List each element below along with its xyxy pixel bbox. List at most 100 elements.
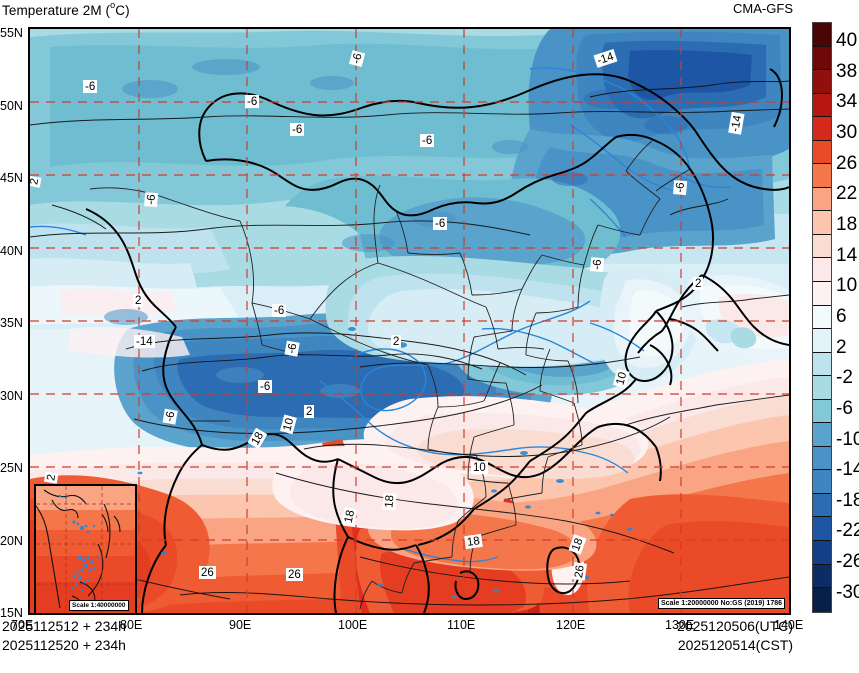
colorbar-segment bbox=[813, 23, 831, 47]
colorbar-segment bbox=[813, 517, 831, 542]
colorbar-segment bbox=[813, 46, 831, 71]
colorbar[interactable] bbox=[812, 22, 832, 613]
contour-label: -6 bbox=[284, 340, 300, 357]
colorbar-tick-label: -14 bbox=[836, 459, 859, 481]
colorbar-tick-label: 26 bbox=[836, 152, 858, 174]
colorbar-tick-label: -10 bbox=[836, 428, 859, 450]
colorbar-segment bbox=[813, 164, 831, 188]
contour-label: 26 bbox=[286, 568, 303, 581]
y-tick-label: 55N bbox=[0, 26, 23, 40]
page-title-unit: C) bbox=[115, 3, 130, 18]
colorbar-tick-label: -2 bbox=[836, 367, 853, 389]
map-canvas bbox=[30, 29, 789, 613]
colorbar-tick-label: 2 bbox=[836, 336, 847, 358]
valid-time-cst-label: 2025120514(CST) bbox=[677, 637, 793, 653]
contour-label: 2 bbox=[133, 294, 144, 307]
contour-label: -6 bbox=[590, 256, 605, 273]
map-plot-area[interactable]: -6 -6 -6 -6 -6 -6 -14 -14 -6 -6 2 -6 2 2 -14 -6 -6 -6 2 -6 1… bbox=[28, 27, 791, 615]
contour-label: -6 bbox=[144, 191, 159, 208]
colorbar-segment bbox=[813, 588, 831, 612]
colorbar-tick-label: 18 bbox=[836, 213, 858, 235]
colorbar-segment bbox=[813, 564, 831, 589]
temperature-field bbox=[30, 29, 789, 613]
colorbar-segment bbox=[813, 117, 831, 141]
contour-label: 10 bbox=[471, 461, 488, 474]
contour-label: -6 bbox=[420, 134, 435, 147]
contour-label: -6 bbox=[245, 95, 260, 108]
x-tick-label: 70E bbox=[11, 618, 34, 632]
colorbar-segment bbox=[813, 70, 831, 94]
colorbar-segment bbox=[813, 93, 831, 118]
colorbar-segment bbox=[813, 258, 831, 283]
colorbar-tick-label: -30 bbox=[836, 581, 859, 603]
x-tick-label: 120E bbox=[556, 618, 586, 632]
contour-label: 26 bbox=[199, 566, 216, 579]
contour-label: -6 bbox=[433, 217, 448, 230]
y-tick-label: 15N bbox=[0, 606, 23, 620]
colorbar-segment bbox=[813, 211, 831, 235]
colorbar-tick-label: -22 bbox=[836, 520, 859, 542]
page-title: Temperature 2M (oC) bbox=[2, 0, 130, 18]
colorbar-segment bbox=[813, 305, 831, 330]
y-tick-label: 20N bbox=[0, 533, 23, 548]
colorbar-tick-label: 38 bbox=[836, 60, 858, 82]
contour-label: 2 bbox=[693, 277, 704, 290]
y-tick-label: 50N bbox=[0, 98, 23, 113]
colorbar-segment bbox=[813, 399, 831, 424]
colorbar-segment bbox=[813, 423, 831, 447]
contour-label: 2 bbox=[391, 335, 402, 348]
contour-label: 2 bbox=[304, 405, 315, 418]
x-tick-label: 130E bbox=[665, 618, 695, 632]
colorbar-segment bbox=[813, 493, 831, 518]
colorbar-tick-label: -6 bbox=[836, 397, 853, 419]
y-tick-label: 45N bbox=[0, 171, 23, 185]
contour-label: 18 bbox=[382, 492, 397, 511]
south-china-sea-inset: Scale 1:40000000 bbox=[34, 484, 137, 613]
colorbar-segment bbox=[813, 470, 831, 494]
x-tick-label: 110E bbox=[447, 618, 476, 632]
y-tick-label: 35N bbox=[0, 316, 23, 330]
colorbar-tick-label: 40 bbox=[836, 30, 858, 51]
colorbar-segment bbox=[813, 282, 831, 306]
colorbar-segment bbox=[813, 329, 831, 353]
contour-label: -6 bbox=[673, 179, 688, 196]
colorbar-tick-label: 34 bbox=[836, 91, 858, 113]
colorbar-segment bbox=[813, 140, 831, 165]
contour-label: -6 bbox=[272, 304, 287, 317]
contour-label: -6 bbox=[83, 80, 98, 93]
contour-label: -6 bbox=[290, 123, 305, 136]
degree-symbol: o bbox=[110, 0, 116, 10]
colorbar-segment bbox=[813, 446, 831, 471]
colorbar-tick-label: 30 bbox=[836, 121, 858, 143]
colorbar-segment bbox=[813, 376, 831, 400]
colorbar-tick-label: -18 bbox=[836, 489, 859, 511]
contour-label: -14 bbox=[134, 335, 155, 348]
contour-label: -6 bbox=[258, 380, 273, 393]
colorbar-segment bbox=[813, 234, 831, 259]
init-time-cst-label: 2025112520 + 234h bbox=[2, 637, 126, 653]
contour-label: -6 bbox=[162, 408, 178, 425]
x-tick-label: 100E bbox=[338, 618, 368, 632]
contour-label: 2 bbox=[43, 471, 59, 484]
colorbar-tick-label: 10 bbox=[836, 275, 858, 297]
contour-label: 18 bbox=[464, 533, 483, 550]
y-tick-label: 40N bbox=[0, 243, 23, 258]
colorbar-tick-label: -26 bbox=[836, 551, 859, 573]
colorbar-segment bbox=[813, 187, 831, 212]
colorbar-tick-label: 14 bbox=[836, 244, 858, 266]
init-time-utc-label: 2025112512 + 234h bbox=[2, 618, 126, 634]
y-tick-label: 30N bbox=[0, 388, 23, 403]
x-tick-label: 80E bbox=[120, 618, 143, 632]
colorbar-segment bbox=[813, 352, 831, 377]
y-tick-label: 25N bbox=[0, 461, 23, 475]
colorbar-tick-label: 22 bbox=[836, 183, 858, 205]
inset-scale-label: Scale 1:40000000 bbox=[69, 600, 129, 611]
contour-label: 2 bbox=[30, 175, 42, 188]
map-scale-label: Scale 1:20000000 No:GS (2019) 1786 bbox=[657, 598, 785, 609]
colorbar-tick-label: 6 bbox=[836, 305, 847, 327]
contour-label: 26 bbox=[571, 562, 588, 581]
colorbar-segment bbox=[813, 541, 831, 565]
valid-time-utc-label: 2025120506(UTC) bbox=[677, 618, 793, 634]
x-tick-label: 140E bbox=[774, 618, 804, 632]
